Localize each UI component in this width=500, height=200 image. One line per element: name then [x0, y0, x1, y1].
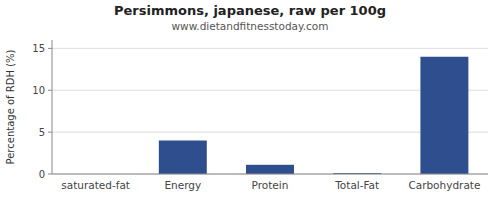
grid-line [52, 174, 488, 175]
x-axis [52, 174, 488, 175]
bar [246, 165, 294, 174]
title: Persimmons, japanese, raw per 100g [114, 3, 386, 18]
y-tick [48, 90, 52, 91]
y-tick-label: 0 [39, 169, 45, 180]
y-axis-label: Percentage of RDH (%) [5, 49, 16, 164]
bar [159, 141, 207, 175]
x-tick-label: Protein [252, 179, 289, 191]
y-tick [48, 132, 52, 133]
bar [420, 57, 468, 174]
chart: Persimmons, japanese, raw per 100g www.di… [0, 0, 500, 200]
y-axis [52, 40, 53, 174]
y-tick [48, 48, 52, 49]
x-tick-label: saturated-fat [61, 179, 130, 191]
y-tick [48, 174, 52, 175]
y-tick-label: 15 [32, 43, 45, 54]
y-tick-label: 10 [32, 85, 45, 96]
grid [52, 48, 488, 174]
x-tick-label: Total-Fat [334, 179, 379, 191]
subtitle: www.dietandfitnesstoday.com [172, 20, 329, 32]
x-tick-label: Carbohydrate [408, 179, 480, 191]
grid-line [52, 48, 488, 49]
y-tick-label: 5 [39, 127, 45, 138]
chart-container: Persimmons, japanese, raw per 100g www.di… [0, 0, 500, 200]
bars [159, 57, 469, 174]
x-tick-label: Energy [164, 179, 201, 191]
